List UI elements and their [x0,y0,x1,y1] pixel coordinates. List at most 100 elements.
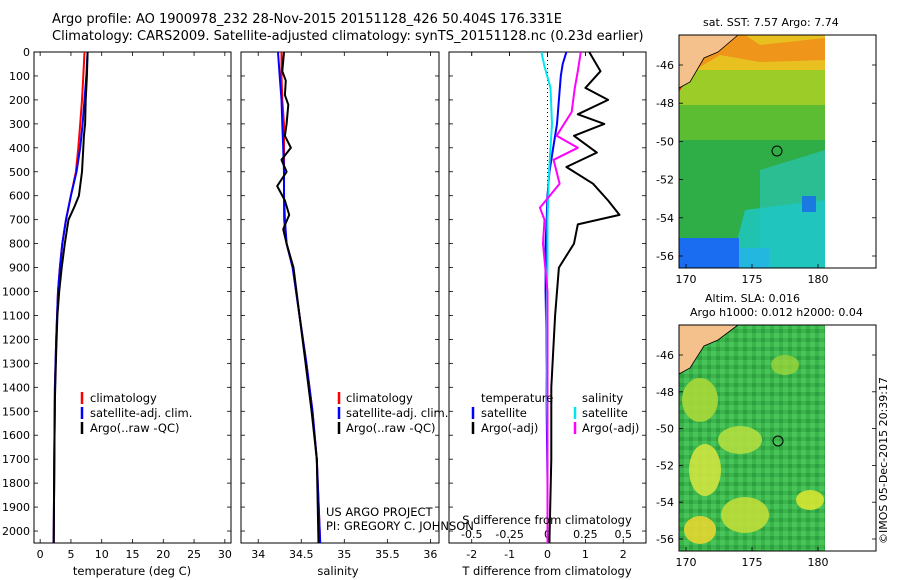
latitude-tick-label: -54 [656,496,674,509]
temperature-series-group [52,52,89,543]
latitude-tick-label: -48 [656,386,674,399]
latitude-tick-label: -48 [656,97,674,110]
depth-tick-label: 0 [23,46,30,59]
latitude-tick-label: -46 [656,349,674,362]
temperature-x-label: temperature (deg C) [73,564,191,578]
sst-map-frame [678,34,877,269]
depth-tick-label: 300 [9,118,30,131]
temperature-x-tick-label: 15 [126,548,140,561]
sst-map [678,34,877,269]
salinity-legend: climatology satellite-adj. clim. Argo(..… [337,391,448,435]
sla-map-title-line1: Altim. SLA: 0.016 [705,292,801,305]
t-difference-x-tick-label: 2 [620,548,627,561]
depth-tick-label: 1500 [2,405,30,418]
longitude-tick-label: 170 [676,556,697,569]
sla-map-frame [678,324,877,552]
pi-annotation: PI: GREGORY C. JOHNSON [326,519,474,533]
salinity-series-group [276,52,322,543]
legend-header-temperature: temperature [481,391,553,405]
salinity-x-axis: 34 34.5 35 35.5 36 [251,52,437,561]
longitude-tick-label: 180 [808,273,829,286]
longitude-tick-label: 170 [676,273,697,286]
depth-tick-label: 1900 [2,501,30,514]
legend-label-argo: Argo(..raw -QC) [346,421,436,435]
depth-tick-label: 200 [9,94,30,107]
legend-label-s-satellite: satellite [582,406,628,420]
series-line-argo-raw-qc [52,52,89,543]
legend-label-s-argo: Argo(-adj) [582,421,639,435]
t-difference-x-tick-label: -1 [504,548,515,561]
copyright-stamp: ©IMOS 05-Dec-2015 20:39:17 [877,377,890,544]
sst-map-title: sat. SST: 7.57 Argo: 7.74 [703,16,839,29]
salinity-panel-frame [240,51,440,544]
legend-label-climatology: climatology [346,391,413,405]
depth-tick-label: 1800 [2,477,30,490]
depth-tick-label: 700 [9,214,30,227]
depth-tick-label: 1400 [2,381,30,394]
depth-tick-label: 600 [9,190,30,203]
temperature-legend: climatology satellite-adj. clim. Argo(..… [80,391,192,435]
series-line-argo-raw-qc [276,52,320,543]
project-annotation: US ARGO PROJECT [326,505,434,519]
s-difference-x-tick-label: 0.5 [615,528,633,541]
latitude-tick-label: -56 [656,533,674,546]
temperature-x-axis: 0 5 10 15 20 25 30 [37,52,232,561]
depth-tick-label: 500 [9,166,30,179]
depth-tick-label: 1200 [2,333,30,346]
difference-series-group [538,52,621,543]
latitude-tick-label: -52 [656,459,674,472]
depth-tick-label: 1100 [2,309,30,322]
longitude-tick-label: 180 [808,556,829,569]
chart-title-line2: Climatology: CARS2009. Satellite-adjuste… [52,29,644,44]
latitude-tick-label: -56 [656,250,674,263]
argo-position-marker [772,435,784,447]
salinity-x-tick-label: 34.5 [289,548,314,561]
s-difference-x-tick-label: 0.25 [573,528,598,541]
legend-label-satellite-adj: satellite-adj. clim. [90,406,192,420]
temperature-x-tick-label: 30 [218,548,232,561]
land-mass [679,35,738,88]
depth-tick-label: 900 [9,262,30,275]
difference-legend: temperature salinity satellite Argo(-adj… [471,391,639,435]
latitude-tick-label: -52 [656,174,674,187]
legend-label-satellite-adj: satellite-adj. clim. [346,406,448,420]
depth-tick-label: 400 [9,142,30,155]
salinity-x-tick-label: 35 [337,548,351,561]
legend-label-t-satellite: satellite [481,406,527,420]
argo-position-marker [771,145,783,157]
depth-tick-label: 800 [9,238,30,251]
legend-label-climatology: climatology [90,391,157,405]
latitude-tick-label: -54 [656,212,674,225]
t-difference-x-tick-label: 0 [544,548,551,561]
longitude-tick-label: 175 [742,273,763,286]
legend-header-salinity: salinity [582,391,623,405]
depth-tick-label: 1700 [2,453,30,466]
legend-label-argo: Argo(..raw -QC) [90,421,180,435]
latitude-tick-label: -50 [656,135,674,148]
t-difference-x-label: T difference from climatology [461,564,632,578]
latitude-tick-label: -50 [656,423,674,436]
salinity-x-tick-label: 36 [423,548,437,561]
depth-tick-label: 1000 [2,286,30,299]
legend-label-t-argo: Argo(-adj) [481,421,538,435]
temperature-x-tick-label: 10 [95,548,109,561]
salinity-x-tick-label: 34 [251,548,265,561]
temperature-x-tick-label: 0 [37,548,44,561]
s-difference-x-tick-label: -0.5 [461,528,482,541]
salinity-x-tick-label: 35.5 [375,548,400,561]
depth-tick-label: 2000 [2,525,30,538]
depth-tick-label: 100 [9,70,30,83]
latitude-tick-label: -46 [656,59,674,72]
chart-title-line1: Argo profile: AO 1900978_232 28-Nov-2015… [52,12,562,27]
longitude-tick-label: 175 [742,556,763,569]
depth-tick-label: 1300 [2,357,30,370]
series-line-salinity-argo-adj [538,52,582,543]
sla-map [678,324,877,552]
temperature-x-tick-label: 5 [67,548,74,561]
t-difference-x-tick-label: -2 [466,548,477,561]
depth-axis: 0 100 200 300 400 500 600 700 800 900 1000 1100 1200… [2,46,646,538]
s-difference-x-tick-label: -0.25 [495,528,523,541]
